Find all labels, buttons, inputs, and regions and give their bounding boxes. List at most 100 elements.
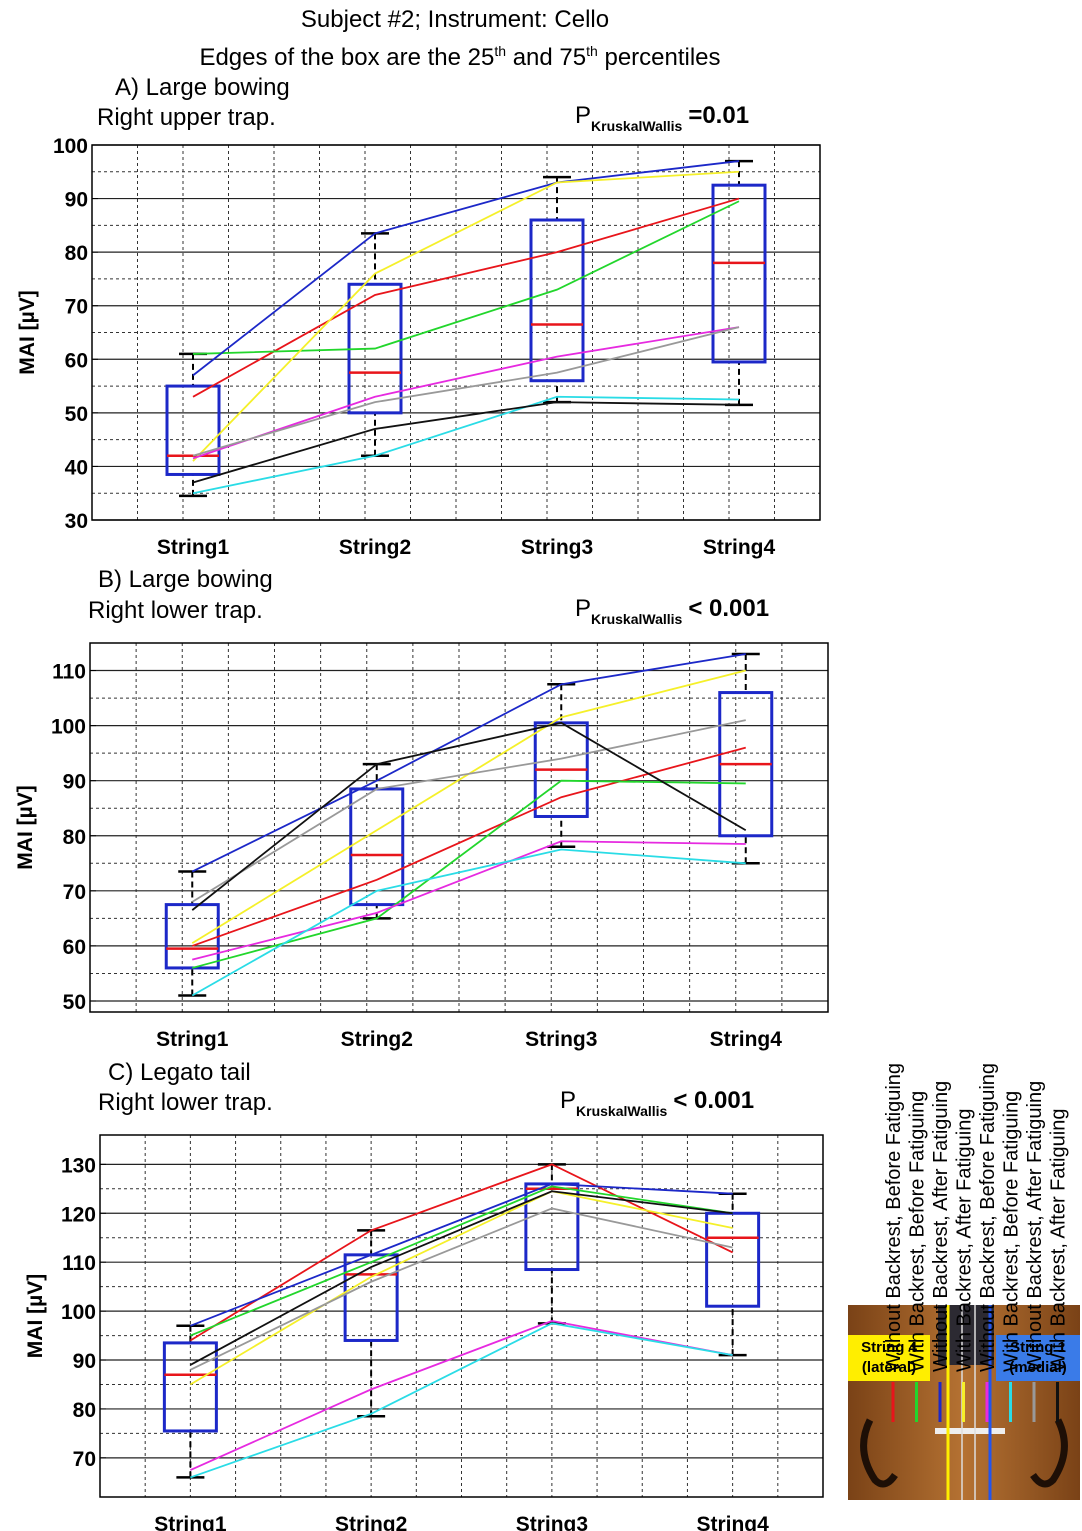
- series-line: [192, 840, 746, 961]
- y-tick-label: 90: [65, 189, 88, 212]
- x-tick-label: String3: [516, 1513, 588, 1531]
- box: [529, 218, 585, 383]
- panel-title: C) Legato tail: [108, 1059, 251, 1086]
- series-line: [192, 326, 740, 460]
- series-line: [192, 200, 740, 355]
- y-axis-label: MAI [µV]: [16, 290, 39, 374]
- series-line: [191, 848, 746, 997]
- panel-title: B) Large bowing: [98, 566, 273, 593]
- series-line: [190, 1183, 733, 1327]
- series-line: [191, 669, 746, 944]
- x-tick-label: String1: [156, 1028, 229, 1051]
- y-tick-label: 30: [65, 510, 88, 533]
- y-tick-label: 130: [61, 1154, 96, 1177]
- box: [165, 384, 221, 476]
- series-line: [192, 401, 740, 484]
- y-axis-label: MAI [µV]: [14, 785, 37, 869]
- series-line: [192, 395, 740, 495]
- y-tick-label: 60: [63, 936, 86, 959]
- x-tick-label: String1: [154, 1513, 227, 1531]
- x-tick-label: String4: [710, 1028, 783, 1051]
- y-tick-label: 70: [73, 1448, 96, 1471]
- image-label: (medial): [1009, 1359, 1067, 1376]
- y-tick-label: 70: [63, 881, 86, 904]
- legend-label: Without Backrest, After Fatiguing: [1024, 1081, 1046, 1372]
- y-tick-label: 100: [61, 1301, 96, 1324]
- y-tick-label: 90: [73, 1350, 96, 1373]
- image-label: String 1: [1010, 1339, 1066, 1356]
- figure-subtitle: Edges of the box are the 25th and 75th p…: [199, 43, 720, 71]
- p-value-part: =0.01: [688, 102, 749, 129]
- y-tick-label: 50: [65, 403, 88, 426]
- series-line: [189, 1163, 734, 1342]
- legend-label: Without Backrest, Before Fatiguing: [883, 1063, 905, 1372]
- p-value-part: P: [560, 1087, 576, 1114]
- series-line: [192, 326, 740, 457]
- y-tick-label: 100: [51, 716, 86, 739]
- series-line: [189, 1190, 733, 1366]
- figure-title: Subject #2; Instrument: Cello: [301, 6, 609, 33]
- series-line: [192, 170, 740, 462]
- p-value-part: P: [575, 102, 591, 129]
- y-tick-label: 80: [65, 242, 88, 265]
- legend-label: With Backrest, After Fatiguing: [1048, 1109, 1070, 1372]
- p-value-part: < 0.001: [688, 595, 769, 622]
- series-line: [189, 1207, 733, 1371]
- box: [711, 183, 767, 364]
- y-tick-label: 70: [65, 296, 88, 319]
- y-tick-label: 50: [63, 991, 86, 1014]
- subtitle-part: Edges of the box are the 25: [199, 44, 494, 71]
- p-value-part: KruskalWallis: [576, 1103, 668, 1119]
- subtitle-part: percentiles: [598, 44, 721, 71]
- x-tick-label: String3: [525, 1028, 597, 1051]
- series-line: [192, 197, 740, 398]
- y-tick-label: 90: [63, 771, 86, 794]
- series-line: [190, 1322, 733, 1479]
- panel-title: A) Large bowing: [115, 74, 290, 101]
- y-axis-label: MAI [µV]: [24, 1274, 47, 1358]
- x-tick-label: String2: [335, 1513, 407, 1531]
- x-tick-label: String4: [696, 1513, 769, 1531]
- panel-subtitle: Right lower trap.: [98, 1089, 273, 1116]
- panel-subtitle: Right upper trap.: [97, 104, 276, 131]
- p-value: PKruskalWallis < 0.001: [575, 595, 769, 627]
- plot-frame: [99, 1134, 824, 1498]
- p-value-part: KruskalWallis: [591, 611, 683, 627]
- series-line: [190, 1185, 733, 1337]
- y-tick-label: 110: [62, 1252, 96, 1275]
- subtitle-part: and 75: [506, 44, 586, 71]
- series-line: [189, 1190, 733, 1386]
- panel-subtitle: Right lower trap.: [88, 597, 263, 624]
- p-value-part: KruskalWallis: [591, 118, 683, 134]
- subtitle-sup: th: [586, 43, 598, 59]
- p-value-part: P: [575, 595, 591, 622]
- series-line: [191, 719, 746, 903]
- image-label: String 4: [861, 1339, 917, 1356]
- y-tick-label: 110: [52, 661, 86, 684]
- x-tick-label: String1: [157, 536, 230, 559]
- y-tick-label: 100: [53, 135, 88, 158]
- series-line: [190, 1319, 733, 1471]
- legend-label: With Backrest, Before Fatiguing: [1001, 1091, 1023, 1372]
- x-tick-label: String4: [703, 536, 776, 559]
- y-tick-label: 120: [61, 1203, 96, 1226]
- series-line: [191, 746, 746, 947]
- box: [164, 903, 220, 970]
- series-line: [191, 721, 747, 911]
- plot-frame: [91, 144, 821, 521]
- x-tick-label: String2: [341, 1028, 413, 1051]
- p-value: PKruskalWallis < 0.001: [560, 1087, 754, 1119]
- legend-label: Without Backrest, After Fatiguing: [930, 1081, 952, 1372]
- x-tick-label: String2: [339, 536, 411, 559]
- box: [162, 1341, 218, 1433]
- legend-label: Without Backrest, Before Fatiguing: [977, 1063, 999, 1372]
- plot-frame: [89, 642, 829, 1013]
- p-value: PKruskalWallis =0.01: [575, 102, 749, 134]
- image-label: (lateral): [862, 1359, 916, 1376]
- y-tick-label: 80: [63, 826, 86, 849]
- y-tick-label: 80: [73, 1399, 96, 1422]
- series-line: [192, 160, 740, 377]
- legend-label: With Backrest, After Fatiguing: [954, 1109, 976, 1372]
- legend-label: With Backrest, Before Fatiguing: [907, 1091, 929, 1372]
- series-line: [191, 653, 746, 873]
